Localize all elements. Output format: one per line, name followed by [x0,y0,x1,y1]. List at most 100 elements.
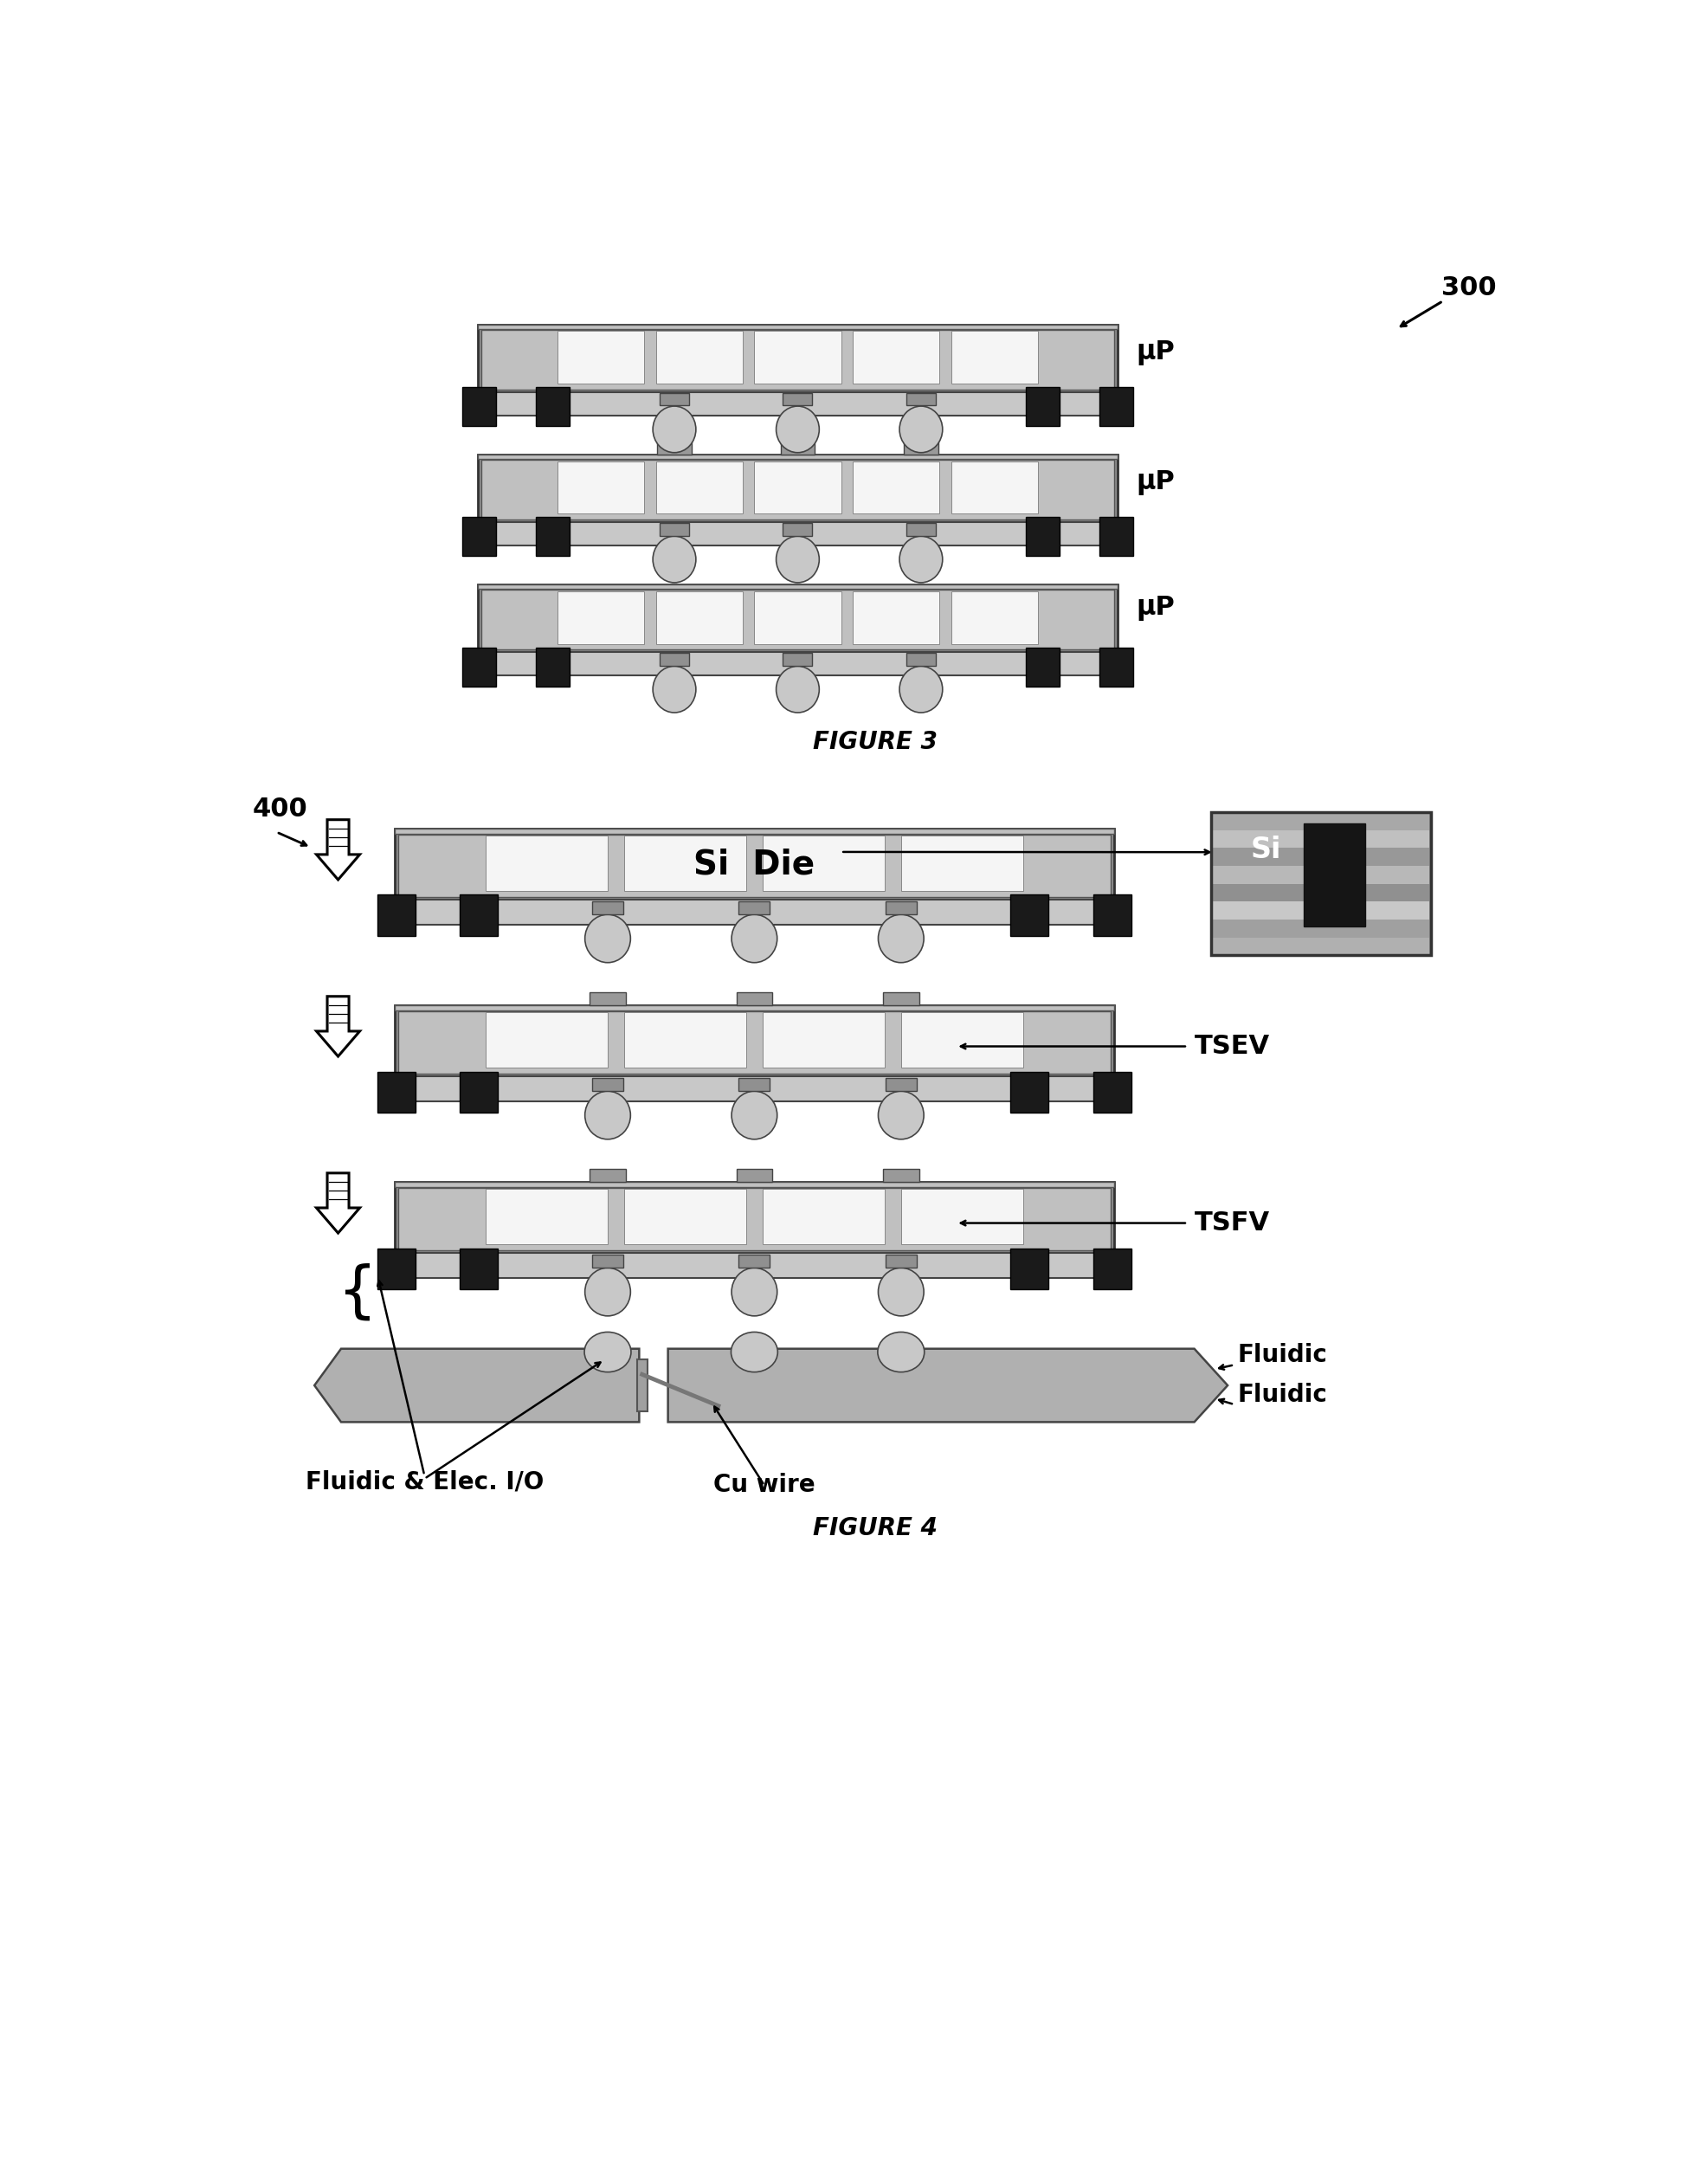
Bar [593,900,623,913]
Bar [852,461,939,513]
Bar [763,1190,885,1244]
Bar [885,900,917,913]
Text: 400: 400 [253,796,307,822]
Text: FIGURE 4: FIGURE 4 [813,1516,938,1540]
Bar [478,522,1117,546]
Bar [377,1248,415,1290]
Bar [459,894,499,935]
Bar [395,829,1114,900]
Bar [755,461,840,513]
Bar [1025,648,1059,687]
Bar [1011,1072,1049,1114]
Bar [1098,648,1132,687]
Bar [782,652,813,666]
Bar [1098,387,1132,426]
Bar [557,461,644,513]
Bar [485,835,608,892]
Bar [902,1014,1023,1068]
Polygon shape [316,1172,360,1233]
Text: Fluidic: Fluidic [1238,1383,1327,1407]
Text: FIGURE 3: FIGURE 3 [813,729,938,755]
Bar [463,387,497,426]
Ellipse shape [584,1092,630,1140]
Bar [395,900,1114,924]
Bar [485,1190,608,1244]
Ellipse shape [731,1092,777,1140]
Bar [1213,811,1430,831]
Bar [852,331,939,383]
Bar [656,331,743,383]
Ellipse shape [900,666,943,713]
Bar [1303,824,1365,927]
Bar [782,394,813,405]
Bar [659,652,688,666]
Bar [1213,903,1430,920]
Bar [395,829,1114,833]
Bar [902,835,1023,892]
Bar [1093,1248,1131,1290]
Text: μP: μP [1136,341,1175,365]
Bar [659,394,688,405]
Ellipse shape [731,1268,777,1316]
Bar [459,1248,499,1290]
Text: TSFV: TSFV [1194,1211,1269,1235]
Bar [907,394,936,405]
Ellipse shape [584,913,630,964]
Bar [623,835,746,892]
Ellipse shape [775,407,820,452]
Bar [1098,518,1132,557]
Bar [482,589,1114,650]
Bar [1213,920,1430,937]
Bar [536,387,570,426]
Polygon shape [316,820,360,879]
Text: 300: 300 [1442,276,1496,300]
Bar [740,900,770,913]
Bar [557,331,644,383]
Bar [1025,387,1059,426]
Bar [478,455,1117,522]
Bar [398,1011,1110,1074]
Bar [478,652,1117,676]
Bar [885,1077,917,1090]
Bar [637,1359,647,1412]
Bar [755,331,840,383]
Ellipse shape [900,537,943,583]
Bar [482,331,1114,389]
Bar [589,1168,625,1181]
Text: Cu wire: Cu wire [714,1472,815,1496]
Bar [659,524,688,535]
Bar [902,1190,1023,1244]
Text: TSEV: TSEV [1194,1033,1269,1059]
Bar [736,1168,772,1181]
Bar [459,1072,499,1114]
Bar [658,442,692,455]
Bar [377,1072,415,1114]
Ellipse shape [731,1331,777,1372]
Bar [557,592,644,644]
Bar [1211,811,1431,955]
Bar [736,992,772,1005]
Bar [763,835,885,892]
Ellipse shape [878,1331,924,1372]
Ellipse shape [878,1268,924,1316]
Text: μP: μP [1136,596,1175,620]
Bar [478,585,1117,589]
Bar [763,1014,885,1068]
Bar [485,1014,608,1068]
Bar [852,592,939,644]
Bar [1011,1248,1049,1290]
Bar [951,592,1038,644]
Text: μP: μP [1136,470,1175,496]
Bar [740,1255,770,1268]
Bar [907,652,936,666]
Bar [1213,883,1430,903]
Bar [395,1005,1114,1077]
Text: {: { [338,1261,377,1322]
Polygon shape [314,1348,639,1422]
Bar [478,391,1117,415]
Bar [1011,894,1049,935]
Bar [463,518,497,557]
Ellipse shape [775,537,820,583]
Bar [395,1005,1114,1011]
Bar [478,585,1117,652]
